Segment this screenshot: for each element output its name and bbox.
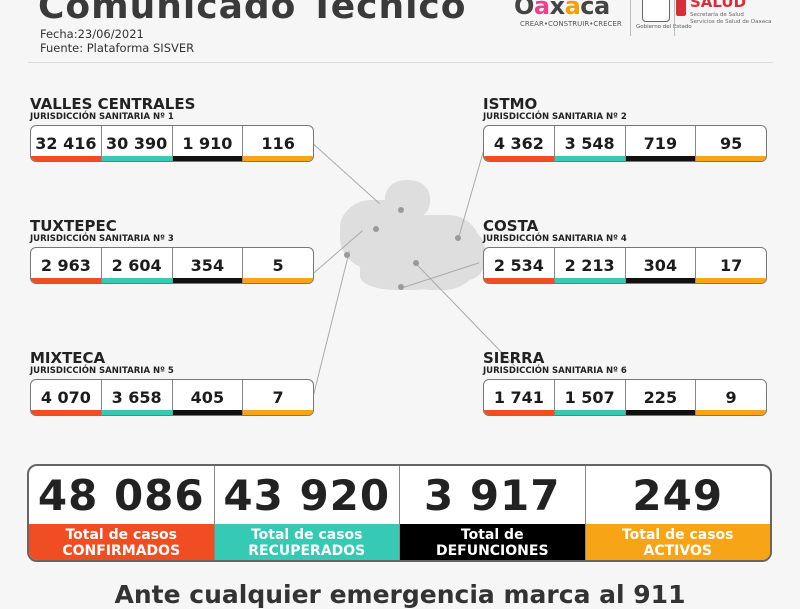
map-marker — [398, 207, 404, 213]
total-deaths: 3 917 Total de DEFUNCIONES — [400, 466, 586, 560]
confirmed-count: 2 963 — [31, 248, 102, 283]
total-label: Total de DEFUNCIONES — [400, 524, 585, 560]
totals-panel: 48 086 Total de casos CONFIRMADOS 43 920 … — [27, 464, 772, 562]
map-marker — [344, 252, 350, 258]
recovered-count: 1 507 — [554, 380, 626, 415]
total-value: 43 920 — [223, 470, 391, 520]
confirmed-count: 32 416 — [31, 126, 102, 161]
region-stats: 1 741 1 507 225 9 — [483, 379, 767, 416]
salud-subtitle: Secretaría de Salud Servicios de Salud de… — [690, 12, 772, 25]
region-sierra: SIERRA JURISDICCIÓN SANITARIA Nº 6 1 741… — [483, 350, 767, 416]
logo-divider — [630, 0, 631, 36]
deaths-count: 1 910 — [172, 126, 244, 161]
active-count: 7 — [243, 380, 313, 415]
total-value: 48 086 — [37, 470, 205, 520]
region-tuxtepec: TUXTEPEC JURISDICCIÓN SANITARIA Nº 3 2 9… — [30, 218, 314, 284]
active-count: 9 — [696, 380, 766, 415]
region-name: COSTA — [483, 217, 539, 235]
salud-icon — [676, 0, 686, 16]
connector-line — [313, 251, 350, 396]
confirmed-count: 1 741 — [484, 380, 555, 415]
deaths-count: 719 — [625, 126, 697, 161]
report-source: Fuente: Plataforma SISVER — [40, 41, 195, 55]
page-title: Comunicado Técnico — [38, 0, 467, 27]
active-count: 95 — [696, 126, 766, 161]
deaths-count: 405 — [172, 380, 244, 415]
region-name: TUXTEPEC — [30, 217, 117, 235]
region-stats: 4 362 3 548 719 95 — [483, 125, 767, 162]
logos: Oaxaca CREAR•CONSTRUIR•CRECER Gobierno d… — [514, 0, 784, 40]
region-istmo: ISTMO JURISDICCIÓN SANITARIA Nº 2 4 362 … — [483, 96, 767, 162]
oaxaca-tagline: CREAR•CONSTRUIR•CRECER — [520, 20, 622, 28]
connector-line — [312, 143, 380, 204]
map-marker — [413, 260, 419, 266]
recovered-count: 2 213 — [554, 248, 626, 283]
total-value: 3 917 — [423, 470, 561, 520]
region-jurisdiction: JURISDICCIÓN SANITARIA Nº 4 — [483, 234, 627, 244]
total-label: Total de casos ACTIVOS — [585, 524, 770, 560]
map-marker — [373, 226, 379, 232]
region-stats: 2 963 2 604 354 5 — [30, 247, 314, 284]
header-divider — [28, 62, 773, 63]
active-count: 17 — [696, 248, 766, 283]
total-label: Total de casos CONFIRMADOS — [29, 524, 214, 560]
region-stats: 4 070 3 658 405 7 — [30, 379, 314, 416]
region-stats: 32 416 30 390 1 910 116 — [30, 125, 314, 162]
region-name: SIERRA — [483, 349, 545, 367]
total-recovered: 43 920 Total de casos RECUPERADOS — [214, 466, 400, 560]
gobierno-label: Gobierno del Estado — [636, 24, 692, 30]
region-jurisdiction: JURISDICCIÓN SANITARIA Nº 2 — [483, 112, 627, 122]
total-label: Total de casos RECUPERADOS — [214, 524, 399, 560]
deaths-count: 354 — [172, 248, 244, 283]
region-name: ISTMO — [483, 95, 538, 113]
region-jurisdiction: JURISDICCIÓN SANITARIA Nº 6 — [483, 366, 627, 376]
region-name: VALLES CENTRALES — [30, 95, 196, 113]
region-jurisdiction: JURISDICCIÓN SANITARIA Nº 5 — [30, 366, 174, 376]
total-confirmed: 48 086 Total de casos CONFIRMADOS — [29, 466, 215, 560]
logo-divider — [674, 0, 675, 36]
report-date: Fecha:23/06/2021 — [40, 27, 144, 41]
emergency-message: Ante cualquier emergencia marca al 911 — [114, 580, 686, 609]
deaths-count: 225 — [625, 380, 697, 415]
region-valles-centrales: VALLES CENTRALES JURISDICCIÓN SANITARIA … — [30, 96, 314, 162]
recovered-count: 2 604 — [101, 248, 173, 283]
region-name: MIXTECA — [30, 349, 106, 367]
total-value: 249 — [632, 470, 724, 520]
recovered-count: 3 658 — [101, 380, 173, 415]
recovered-count: 30 390 — [101, 126, 173, 161]
active-count: 5 — [243, 248, 313, 283]
confirmed-count: 2 534 — [484, 248, 555, 283]
total-active: 249 Total de casos ACTIVOS — [585, 466, 770, 560]
recovered-count: 3 548 — [554, 126, 626, 161]
region-costa: COSTA JURISDICCIÓN SANITARIA Nº 4 2 534 … — [483, 218, 767, 284]
region-mixteca: MIXTECA JURISDICCIÓN SANITARIA Nº 5 4 07… — [30, 350, 314, 416]
state-seal-icon — [642, 0, 670, 22]
salud-logo: SALUD — [690, 0, 747, 11]
deaths-count: 304 — [625, 248, 697, 283]
map-marker — [398, 284, 404, 290]
active-count: 116 — [243, 126, 313, 161]
confirmed-count: 4 362 — [484, 126, 555, 161]
map-marker — [455, 235, 461, 241]
confirmed-count: 4 070 — [31, 380, 102, 415]
region-stats: 2 534 2 213 304 17 — [483, 247, 767, 284]
region-jurisdiction: JURISDICCIÓN SANITARIA Nº 3 — [30, 234, 174, 244]
region-jurisdiction: JURISDICCIÓN SANITARIA Nº 1 — [30, 112, 174, 122]
oaxaca-logo: Oaxaca — [514, 0, 610, 20]
